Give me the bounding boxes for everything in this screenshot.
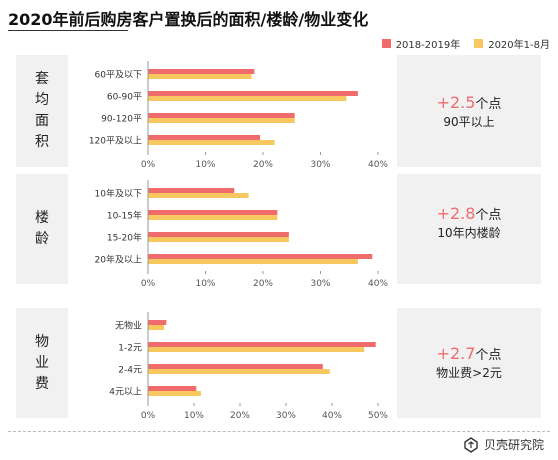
panel-label-fee-text: 物业费 (35, 334, 49, 392)
legend-label-2018-2019: 2018-2019年 (395, 40, 461, 51)
bar-2018-2019-1-2元 (148, 342, 376, 347)
bar-2020-90-120平 (148, 118, 295, 123)
chart-title: 2020年前后购房客户置换后的面积/楼龄/物业变化 (8, 10, 369, 29)
callout-fee-note: 物业费>2元 (436, 366, 502, 380)
bar-2020-60平及以下 (148, 74, 252, 79)
bar-2020-无物业 (148, 325, 165, 330)
x-tick-label: 10% (195, 160, 215, 169)
x-tick-label: 40% (368, 279, 388, 288)
bar-2020-15-20年 (148, 237, 289, 242)
panel-label-area: 套均面积 (16, 55, 68, 167)
x-tick-label: 20% (253, 279, 273, 288)
bar-2018-2019-10年及以下 (148, 188, 235, 193)
brand-name: 贝壳研究院 (483, 438, 544, 452)
x-tick-label: 30% (276, 411, 296, 421)
callout-area-delta-unit: 个点 (475, 97, 502, 112)
callout-age: +2.8个点 10年内楼龄 (397, 174, 541, 284)
callout-age-note: 10年内楼龄 (437, 226, 501, 240)
category-label: 10-15年 (107, 210, 142, 222)
callout-area-note: 90平以上 (443, 115, 495, 129)
x-tick-label: 0% (141, 160, 156, 169)
bar-2020-10-15年 (148, 215, 278, 220)
bar-2018-2019-4元以上 (148, 386, 197, 391)
legend-label-2020: 2020年1-8月 (488, 40, 550, 51)
legend-item-2018-2019: 2018-2019年 (381, 36, 461, 51)
bar-2018-2019-120平及以上 (148, 135, 261, 140)
category-label: 1-2元 (118, 344, 142, 354)
bar-2018-2019-15-20年 (148, 232, 289, 237)
category-label: 60平及以下 (95, 70, 142, 81)
callout-area: +2.5个点 90平以上 (397, 55, 541, 167)
callout-fee: +2.7个点 物业费>2元 (397, 308, 541, 418)
title-underline (8, 30, 128, 31)
bar-2018-2019-60平及以下 (148, 69, 255, 74)
x-tick-label: 50% (368, 411, 388, 421)
bar-chart-age: 10年及以下 10-15年 15-20年 20年及以上 0% 10% 20% 30% 40% (95, 180, 388, 288)
legend-swatch-2020 (474, 39, 484, 48)
bar-2018-2019-无物业 (148, 320, 167, 325)
bar-chart-area: 60平及以下 60-90平 90-120平 120平及以上 0% 10% 20% 30% 40% (89, 61, 388, 169)
x-tick-label: 0% (141, 411, 156, 421)
callout-age-delta-value: +2.8 (436, 204, 476, 223)
bar-2018-2019-90-120平 (148, 113, 295, 118)
legend: 2018-2019年 2020年1-8月 (368, 36, 550, 51)
bar-2020-10年及以下 (148, 193, 249, 198)
category-label: 10年及以下 (95, 188, 142, 200)
brand: 贝壳研究院 (463, 436, 544, 453)
category-label: 4元以上 (109, 387, 142, 398)
category-label: 60-90平 (107, 92, 142, 103)
panel-label-fee: 物业费 (16, 308, 68, 418)
callout-area-delta-value: +2.5 (436, 93, 476, 112)
callout-fee-delta-value: +2.7 (436, 344, 476, 363)
x-tick-label: 0% (141, 279, 156, 288)
x-tick-label: 10% (184, 411, 204, 421)
bar-2020-2-4元 (148, 369, 330, 374)
bar-2018-2019-10-15年 (148, 210, 278, 215)
bar-2018-2019-60-90平 (148, 91, 358, 96)
x-tick-label: 10% (195, 279, 215, 288)
footer-divider (8, 431, 550, 432)
bar-2020-1-2元 (148, 347, 365, 352)
callout-fee-delta: +2.7个点 (397, 344, 541, 363)
panel-label-age: 楼龄 (16, 174, 68, 284)
x-tick-label: 30% (310, 279, 330, 288)
x-tick-label: 30% (310, 160, 330, 169)
callout-fee-delta-unit: 个点 (475, 348, 502, 363)
category-label: 120平及以上 (89, 136, 142, 147)
category-label: 无物业 (115, 320, 142, 332)
category-label: 15-20年 (107, 232, 142, 244)
callout-age-delta: +2.8个点 (397, 204, 541, 223)
category-label: 90-120平 (101, 114, 142, 125)
legend-swatch-2018-2019 (381, 39, 391, 48)
panel-label-area-text: 套均面积 (35, 71, 49, 150)
bar-2018-2019-2-4元 (148, 364, 323, 369)
bar-2020-20年及以上 (148, 259, 358, 264)
callout-age-delta-unit: 个点 (475, 208, 502, 223)
x-tick-label: 20% (253, 160, 273, 169)
bar-2020-4元以上 (148, 391, 201, 396)
bar-2020-60-90平 (148, 96, 347, 101)
bar-2018-2019-20年及以上 (148, 254, 373, 259)
callout-area-delta: +2.5个点 (397, 93, 541, 112)
category-label: 2-4元 (118, 366, 142, 376)
legend-item-2020: 2020年1-8月 (474, 36, 550, 51)
bar-chart-fee: 无物业 1-2元 2-4元 4元以上 0% 10% 20% 30% 40% 50% (109, 312, 388, 421)
x-tick-label: 40% (368, 160, 388, 169)
x-tick-label: 40% (322, 411, 342, 421)
bar-2020-120平及以上 (148, 140, 275, 145)
panel-label-age-text: 楼龄 (35, 210, 49, 247)
category-label: 20年及以上 (95, 254, 142, 266)
shell-logo-icon (464, 436, 478, 453)
x-tick-label: 20% (230, 411, 250, 421)
